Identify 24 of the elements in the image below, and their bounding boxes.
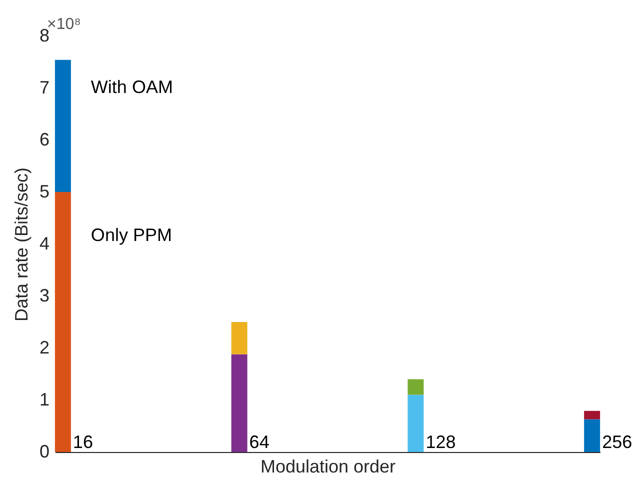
y-tick-label: 5 bbox=[39, 182, 50, 202]
text: ×10⁸ bbox=[47, 16, 81, 33]
y-tick-label: 0 bbox=[39, 442, 50, 462]
bar bbox=[231, 354, 248, 452]
x-tick-label: 64 bbox=[249, 432, 270, 452]
y-tick-label: 4 bbox=[39, 234, 50, 254]
x-axis-title: Modulation order bbox=[260, 456, 396, 476]
bar bbox=[408, 379, 424, 395]
x-tick-label: 16 bbox=[72, 432, 93, 452]
y-tick-label: 8 bbox=[39, 26, 50, 46]
y-tick-label: 7 bbox=[39, 78, 50, 98]
y-axis-title: Data rate (Bits/sec) bbox=[11, 167, 32, 322]
y-tick-label: 1 bbox=[39, 390, 50, 410]
bar bbox=[584, 410, 600, 420]
series-label: With OAM bbox=[90, 76, 173, 97]
bar bbox=[231, 322, 248, 354]
x-tick-label: 256 bbox=[602, 432, 632, 452]
y-tick-label: 3 bbox=[39, 286, 50, 306]
x-tick-label: 128 bbox=[426, 432, 456, 452]
bar bbox=[408, 394, 424, 452]
y-tick-label: 6 bbox=[39, 130, 50, 150]
series-label: Only PPM bbox=[90, 225, 172, 245]
bar bbox=[54, 192, 71, 452]
y-tick-label: 2 bbox=[39, 338, 50, 358]
